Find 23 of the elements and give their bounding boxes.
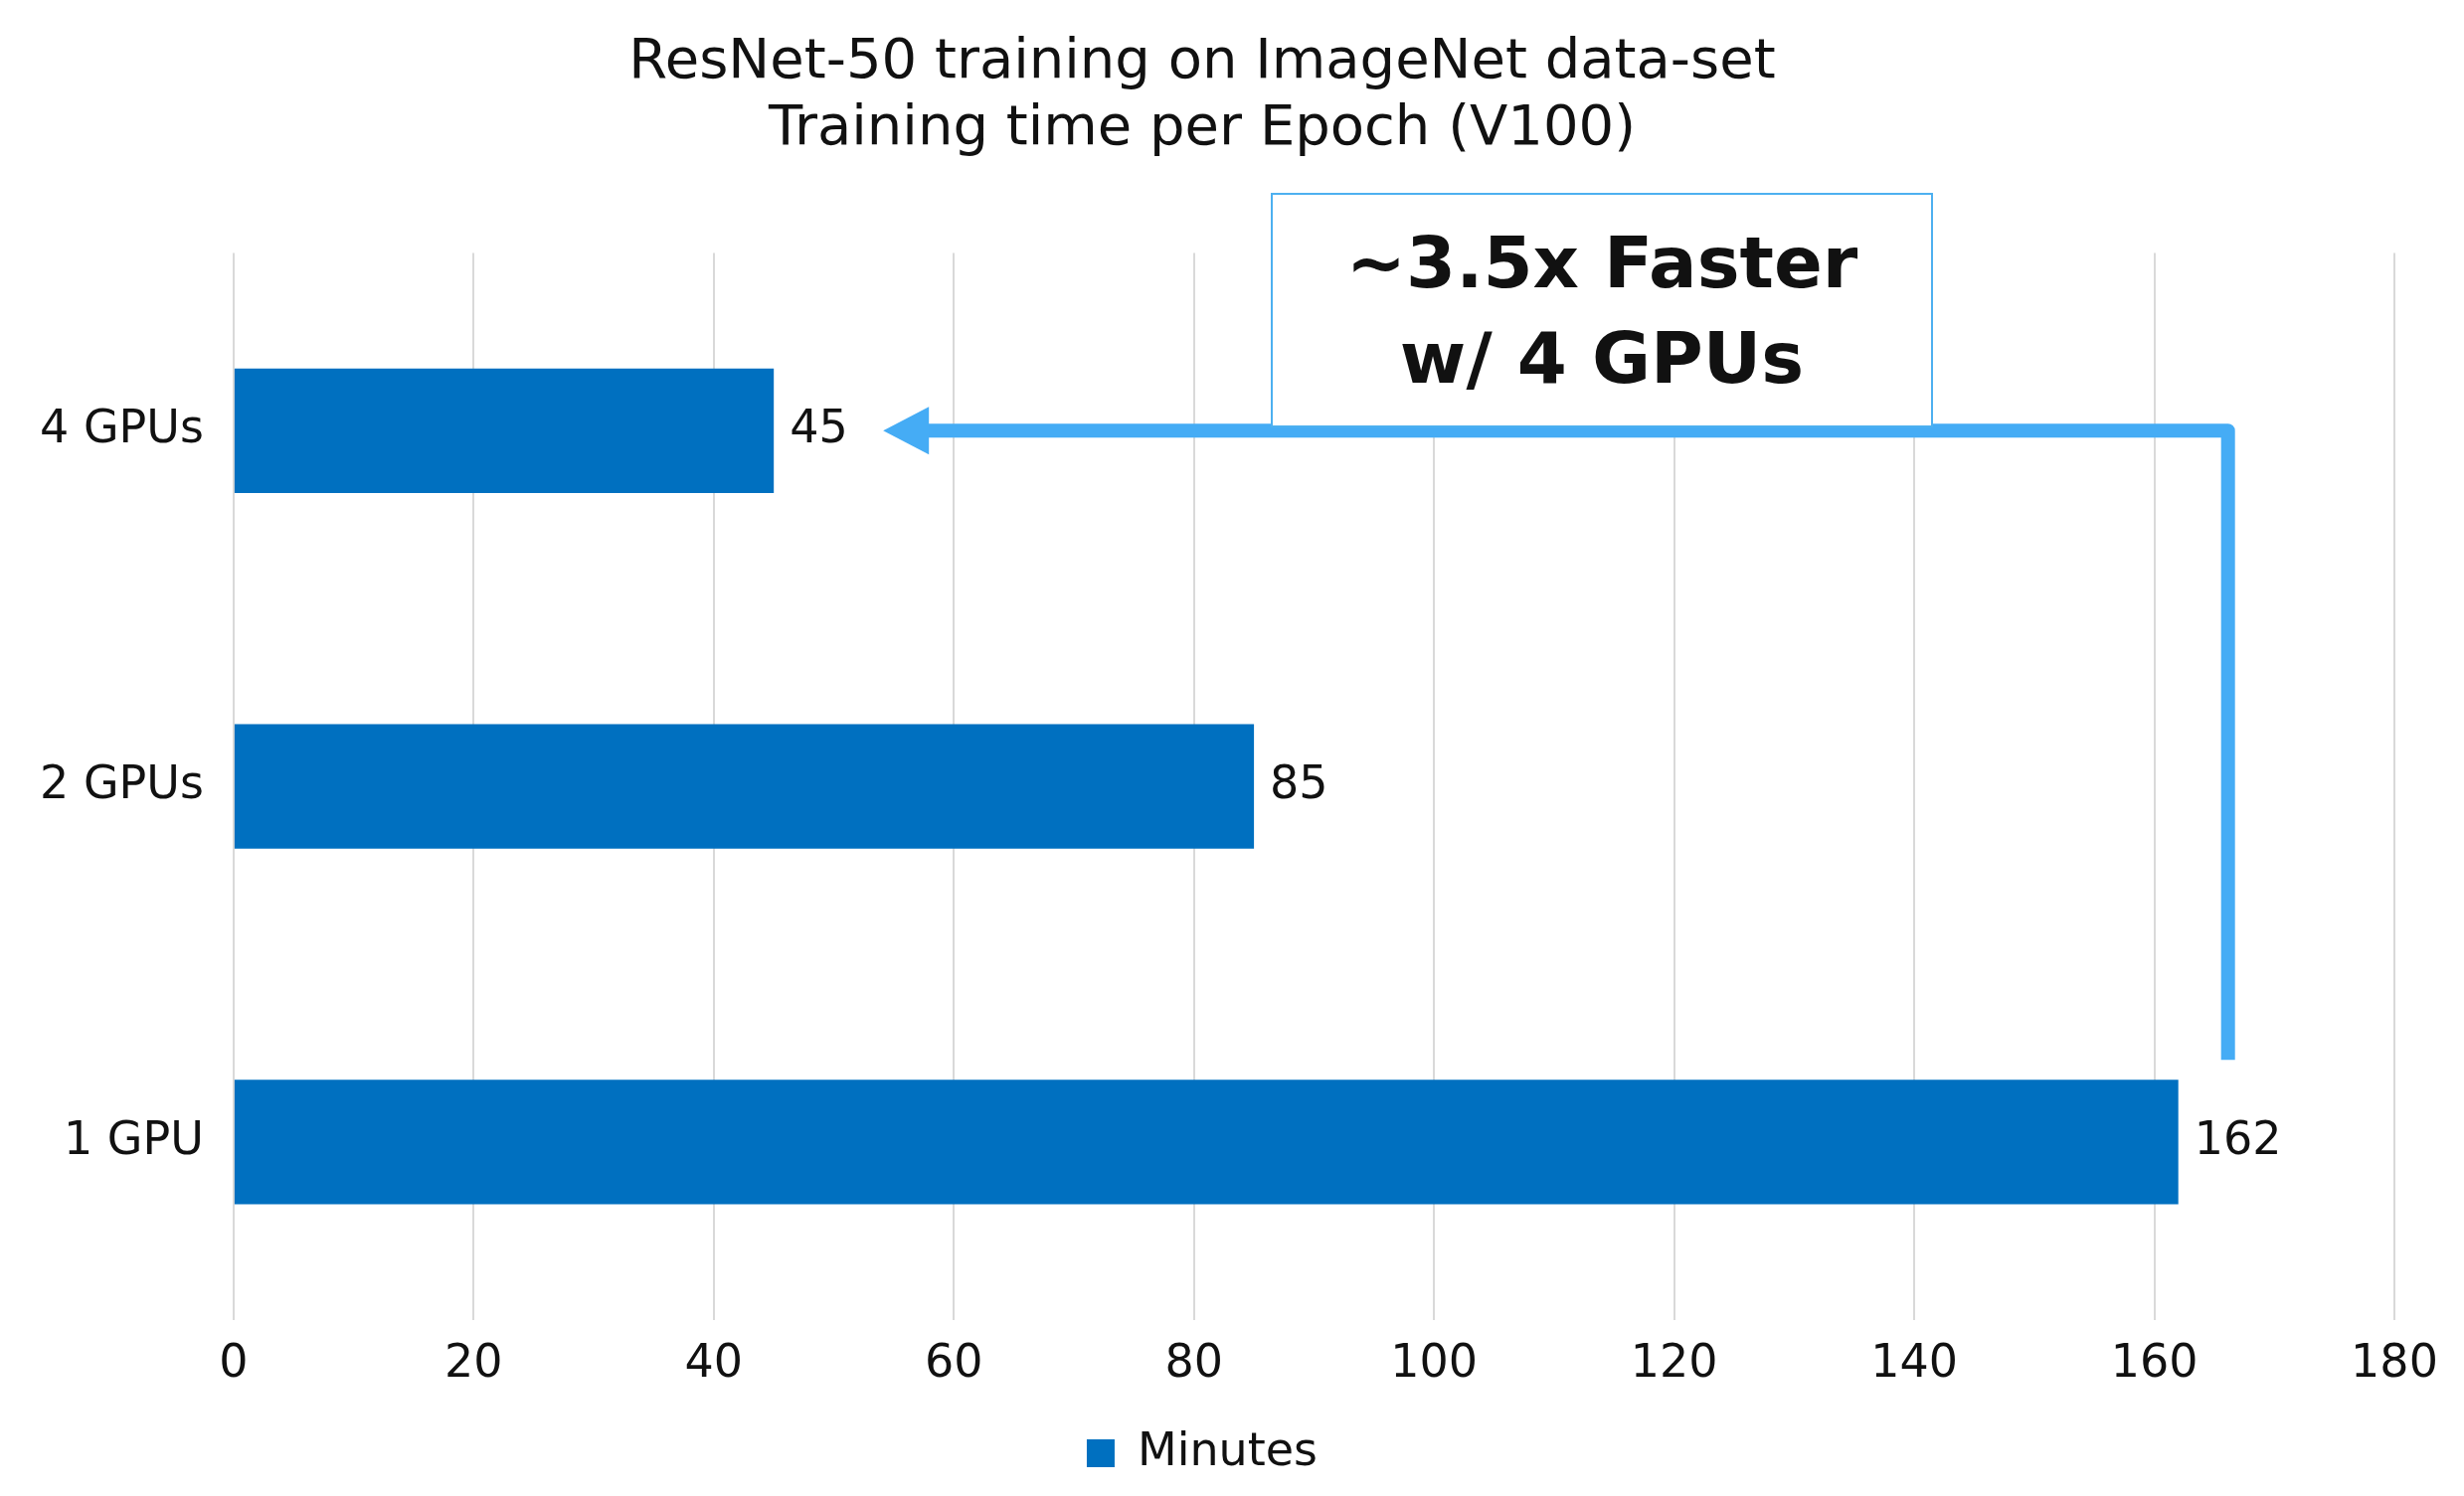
x-tick-label: 140 bbox=[1870, 1334, 1958, 1389]
data-label: 85 bbox=[1270, 755, 1328, 810]
x-tick-label: 20 bbox=[444, 1334, 503, 1389]
annotation: ~3.5x Faster w/ 4 GPUs bbox=[1270, 193, 1933, 428]
x-tick-label: 120 bbox=[1630, 1334, 1718, 1389]
y-tick-label: 2 GPUs bbox=[39, 755, 204, 810]
bar bbox=[234, 368, 775, 493]
x-tick-label: 160 bbox=[2110, 1334, 2199, 1389]
legend-label: Minutes bbox=[1137, 1421, 1319, 1476]
y-tick-label: 1 GPU bbox=[63, 1110, 204, 1165]
bar bbox=[234, 724, 1255, 849]
y-tick-label: 4 GPUs bbox=[39, 400, 204, 454]
text: Training time per Epoch (V100) bbox=[768, 92, 1637, 158]
data-label: 45 bbox=[790, 400, 848, 454]
data-label: 162 bbox=[2194, 1110, 2282, 1165]
x-tick-label: 60 bbox=[925, 1334, 983, 1389]
x-tick-label: 0 bbox=[219, 1334, 249, 1389]
text: ResNet-50 training on ImageNet data-set bbox=[628, 26, 1776, 91]
x-tick-label: 80 bbox=[1164, 1334, 1223, 1389]
x-tick-label: 100 bbox=[1390, 1334, 1479, 1389]
x-tick-label: 180 bbox=[2351, 1334, 2438, 1389]
x-tick-label: 40 bbox=[684, 1334, 744, 1389]
bar bbox=[234, 1080, 2179, 1205]
